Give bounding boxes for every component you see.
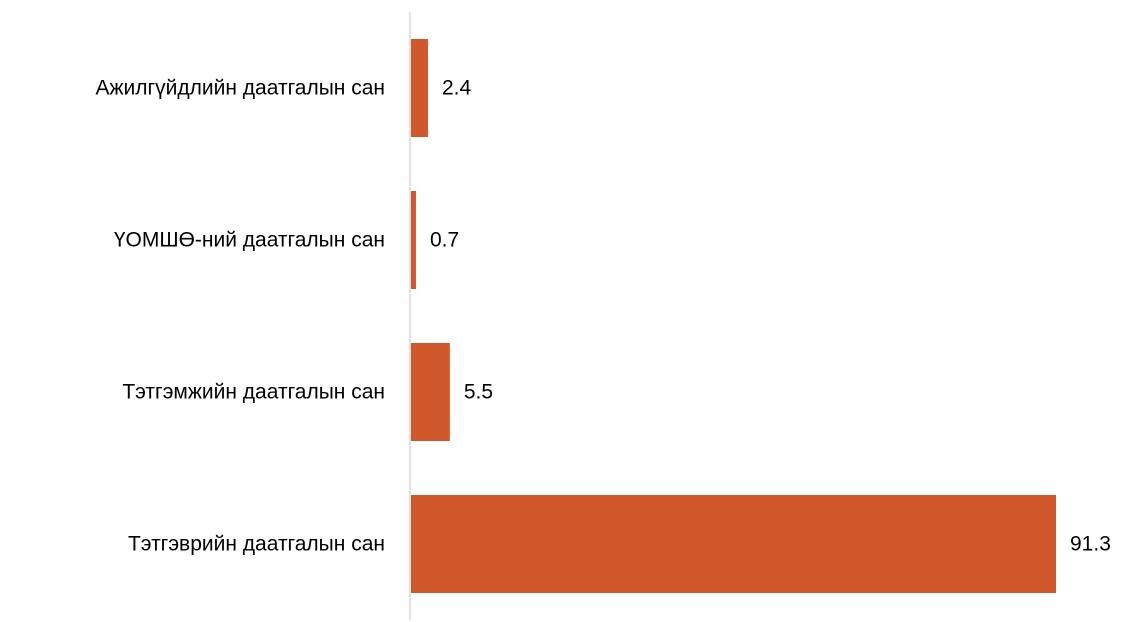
bar-category-2	[411, 191, 416, 289]
value-label-1: 2.4	[442, 77, 472, 100]
bar-category-4	[411, 495, 1056, 593]
value-label-4: 91.3	[1070, 533, 1111, 556]
bars-layer	[411, 39, 1056, 593]
category-label-3: Тэтгэмжийн даатгалын сан	[122, 381, 385, 404]
category-label-1: Ажилгүйдлийн даатгалын сан	[95, 77, 385, 100]
value-label-3: 5.5	[464, 381, 493, 404]
labels-layer: Ажилгүйдлийн даатгалын сан 2.4 ҮОМШӨ-ний д…	[95, 77, 1110, 556]
bar-category-3	[411, 343, 450, 441]
category-label-4: Тэтгэврийн даатгалын сан	[128, 533, 385, 556]
value-label-2: 0.7	[430, 229, 459, 252]
bar-category-1	[411, 39, 428, 137]
category-label-2: ҮОМШӨ-ний даатгалын сан	[114, 229, 385, 252]
